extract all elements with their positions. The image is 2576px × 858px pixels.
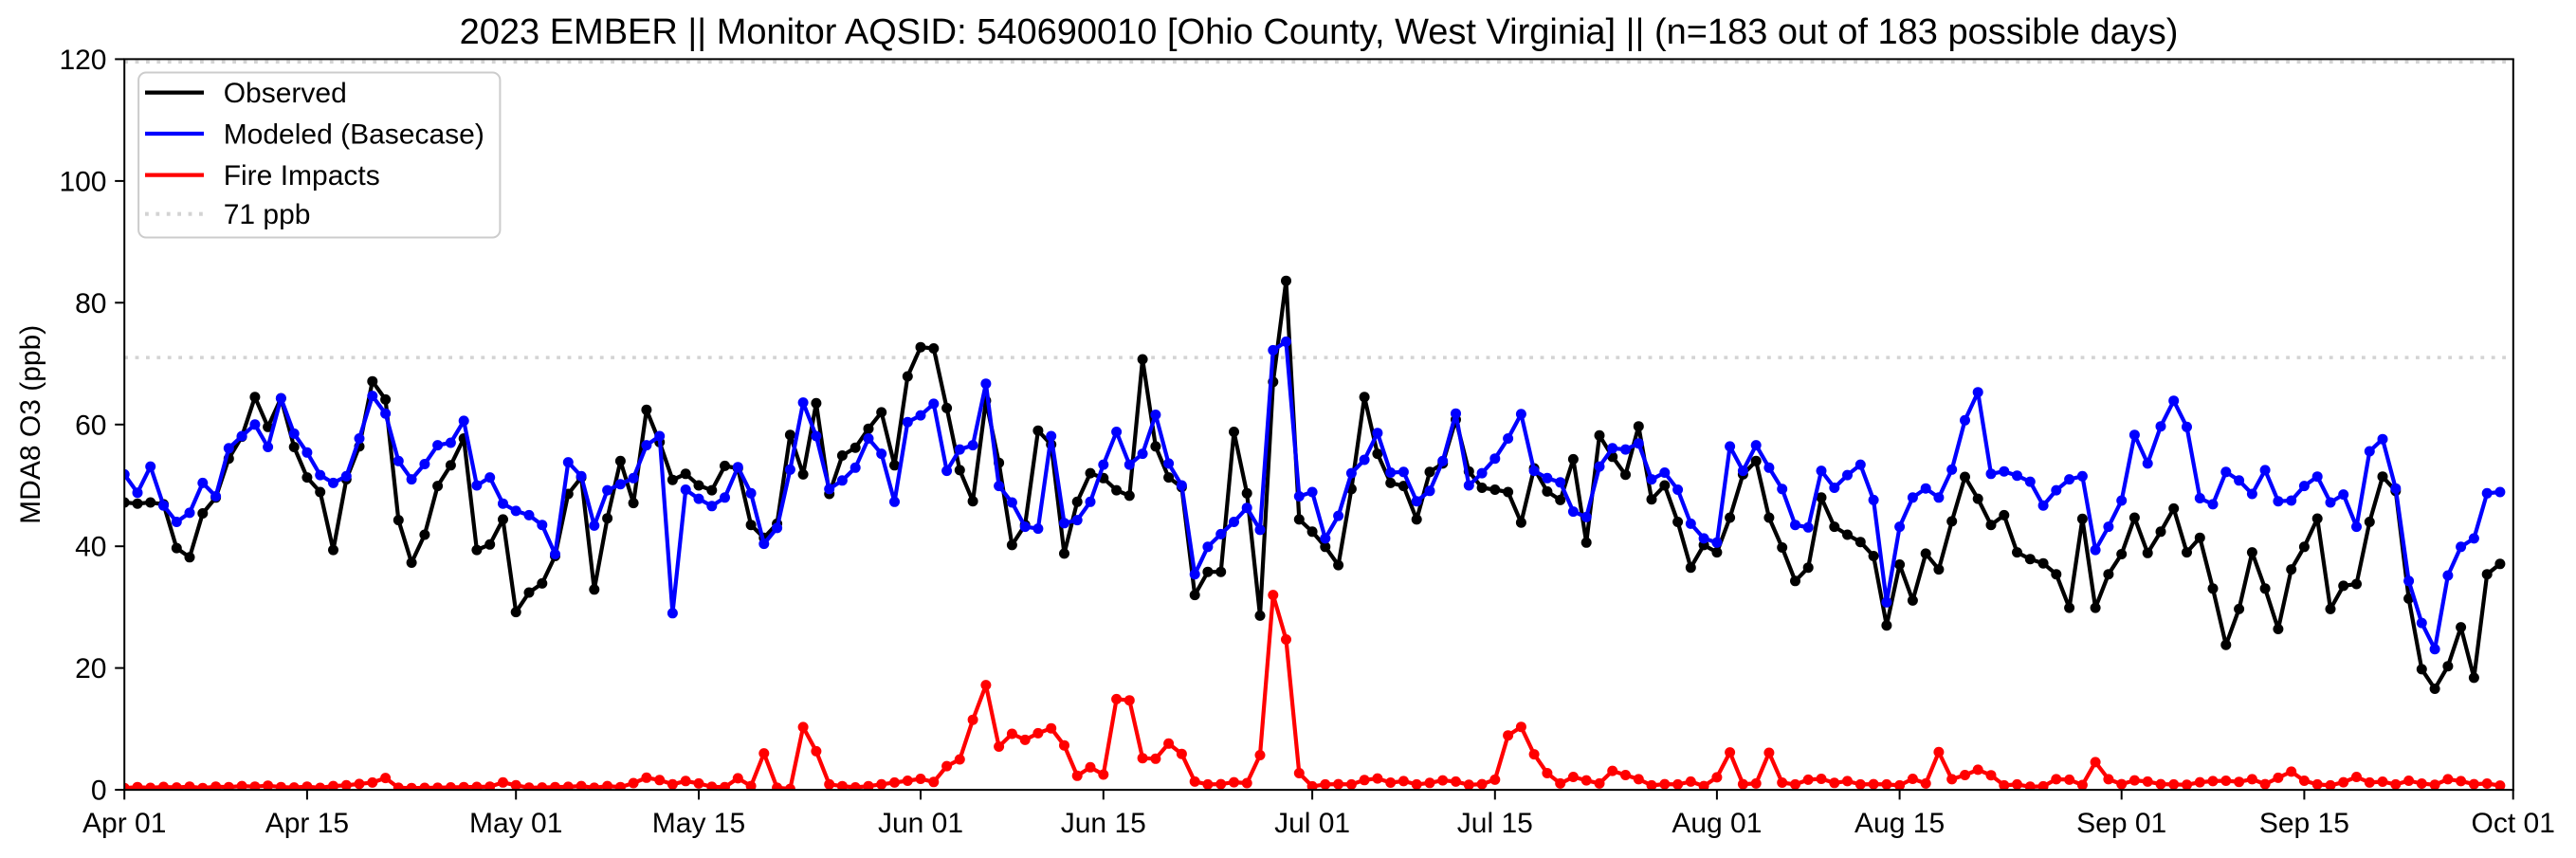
svg-text:May 01: May 01	[469, 808, 562, 839]
svg-text:100: 100	[59, 166, 106, 197]
svg-text:Fire Impacts: Fire Impacts	[224, 160, 380, 192]
svg-text:Oct 01: Oct 01	[2472, 808, 2555, 839]
svg-text:120: 120	[59, 45, 106, 76]
svg-text:Aug 01: Aug 01	[1672, 808, 1762, 839]
svg-text:Apr 15: Apr 15	[265, 808, 349, 839]
svg-text:Modeled (Basecase): Modeled (Basecase)	[224, 119, 484, 151]
svg-text:Jun 01: Jun 01	[878, 808, 963, 839]
svg-text:2023 EMBER || Monitor AQSID: 5: 2023 EMBER || Monitor AQSID: 540690010 […	[460, 12, 2179, 52]
svg-text:Jul 15: Jul 15	[1457, 808, 1533, 839]
svg-text:MDA8 O3 (ppb): MDA8 O3 (ppb)	[15, 325, 46, 524]
svg-text:80: 80	[75, 288, 106, 319]
svg-text:Sep 01: Sep 01	[2076, 808, 2166, 839]
svg-text:Aug 15: Aug 15	[1854, 808, 1945, 839]
svg-text:Jul 01: Jul 01	[1274, 808, 1350, 839]
svg-text:60: 60	[75, 410, 106, 441]
svg-text:40: 40	[75, 532, 106, 563]
svg-text:Sep 15: Sep 15	[2259, 808, 2349, 839]
svg-text:20: 20	[75, 653, 106, 685]
svg-text:Observed: Observed	[224, 78, 347, 109]
svg-text:Apr 01: Apr 01	[82, 808, 166, 839]
svg-text:0: 0	[91, 776, 107, 807]
svg-text:May 15: May 15	[652, 808, 745, 839]
svg-text:71 ppb: 71 ppb	[224, 199, 311, 230]
svg-text:Jun 15: Jun 15	[1061, 808, 1146, 839]
